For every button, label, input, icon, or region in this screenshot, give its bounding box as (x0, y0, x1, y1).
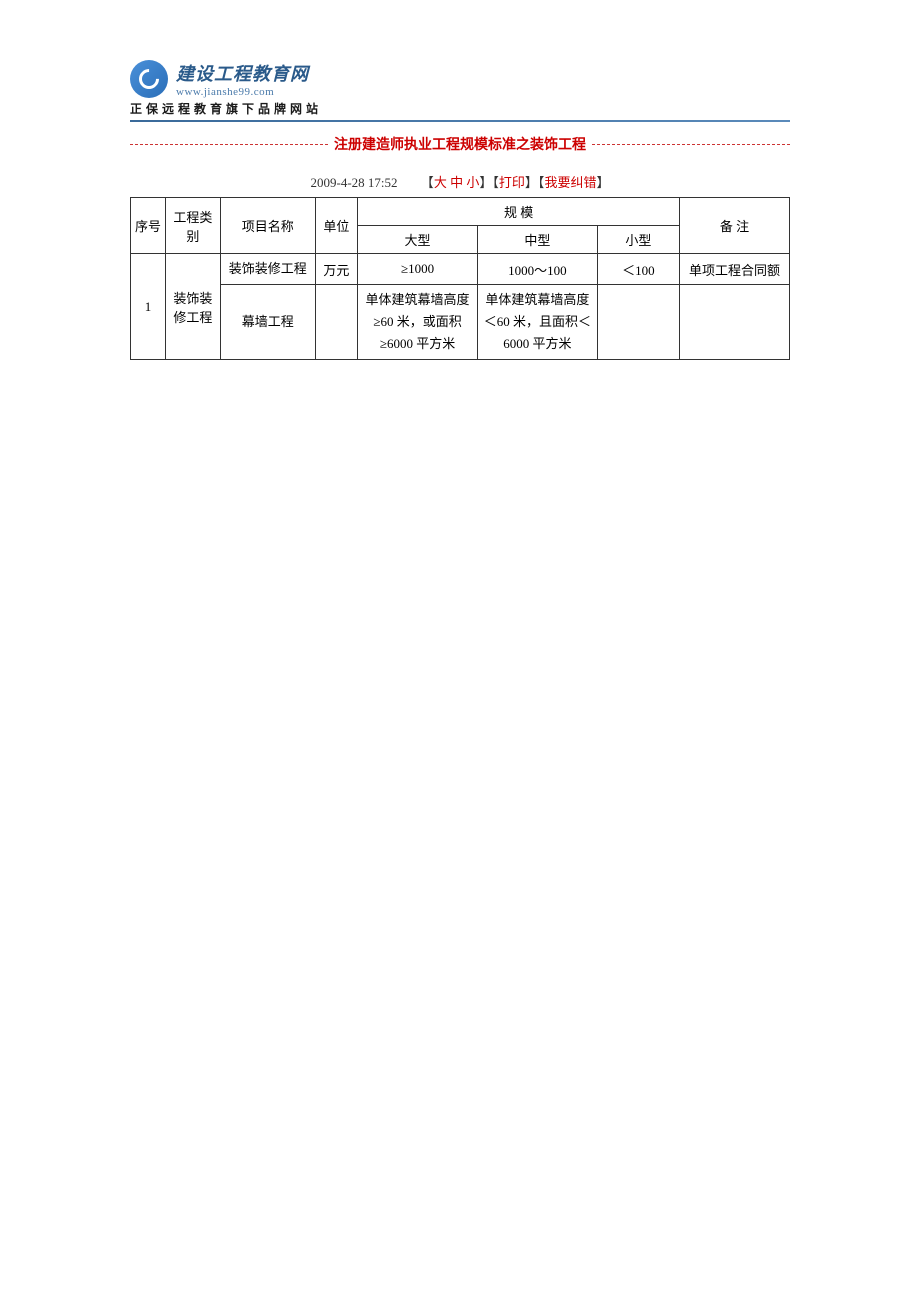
cell-remark-2 (680, 285, 790, 360)
cell-medium-1: 1000～100 (477, 254, 597, 285)
article-title: 注册建造师执业工程规模标准之装饰工程 (328, 134, 592, 154)
bracket-open-1: 【 (421, 175, 434, 190)
cell-remark-1: 单项工程合同额 (680, 254, 790, 285)
th-category: 工程类别 (165, 198, 220, 254)
cell-small-1: ＜100 (597, 254, 679, 285)
table-row: 1 装饰装修工程 装饰装修工程 万元 ≥1000 1000～100 ＜100 单… (131, 254, 790, 285)
cell-project-2: 幕墙工程 (220, 285, 315, 360)
dashed-line-left (130, 144, 328, 145)
th-remark: 备 注 (680, 198, 790, 254)
table-row: 幕墙工程 单体建筑幕墙高度≥60 米，或面积≥6000 平方米 单体建筑幕墙高度… (131, 285, 790, 360)
cell-large-1: ≥1000 (358, 254, 478, 285)
bracket-close-1: 】 (479, 175, 492, 190)
logo-text-block: 建设工程教育网 www.jianshe99.com (176, 60, 309, 98)
header-divider (130, 120, 790, 122)
cell-large-2: 单体建筑幕墙高度≥60 米，或面积≥6000 平方米 (358, 285, 478, 360)
fontsize-medium-link[interactable]: 中 (450, 175, 463, 190)
cell-unit-1: 万元 (315, 254, 357, 285)
bracket-close-2: 】 (525, 175, 538, 190)
fontsize-large-link[interactable]: 大 (434, 175, 447, 190)
logo-url: www.jianshe99.com (176, 86, 309, 98)
table-header-row-1: 序号 工程类别 项目名称 单位 规 模 备 注 (131, 198, 790, 226)
th-scale-medium: 中型 (477, 226, 597, 254)
title-row: 注册建造师执业工程规模标准之装饰工程 (130, 134, 790, 154)
datetime-text: 2009-4-28 17:52 (311, 175, 398, 190)
th-scale: 规 模 (358, 198, 680, 226)
meta-row: 2009-4-28 17:52 【大 中 小】【打印】【我要纠错】 (130, 172, 790, 191)
cell-small-2 (597, 285, 679, 360)
cell-medium-2: 单体建筑幕墙高度＜60 米，且面积＜6000 平方米 (477, 285, 597, 360)
fontsize-small-link[interactable]: 小 (466, 175, 479, 190)
scale-standard-table: 序号 工程类别 项目名称 单位 规 模 备 注 大型 中型 小型 1 装饰装修工… (130, 197, 790, 360)
print-link[interactable]: 打印 (499, 175, 525, 190)
cell-project-1: 装饰装修工程 (220, 254, 315, 285)
cell-category: 装饰装修工程 (165, 254, 220, 360)
th-unit: 单位 (315, 198, 357, 254)
logo-subtitle: 正保远程教育旗下品牌网站 (130, 100, 790, 117)
dashed-line-right (592, 144, 790, 145)
logo-title: 建设工程教育网 (176, 60, 309, 86)
cell-seq: 1 (131, 254, 166, 360)
th-sequence: 序号 (131, 198, 166, 254)
logo-icon (130, 60, 168, 98)
th-scale-large: 大型 (358, 226, 478, 254)
bracket-close-3: 】 (596, 175, 609, 190)
site-header: 建设工程教育网 www.jianshe99.com 正保远程教育旗下品牌网站 (130, 60, 790, 122)
cell-unit-2 (315, 285, 357, 360)
th-project-name: 项目名称 (220, 198, 315, 254)
logo-container: 建设工程教育网 www.jianshe99.com (130, 60, 790, 98)
th-scale-small: 小型 (597, 226, 679, 254)
correction-link[interactable]: 我要纠错 (544, 175, 596, 190)
